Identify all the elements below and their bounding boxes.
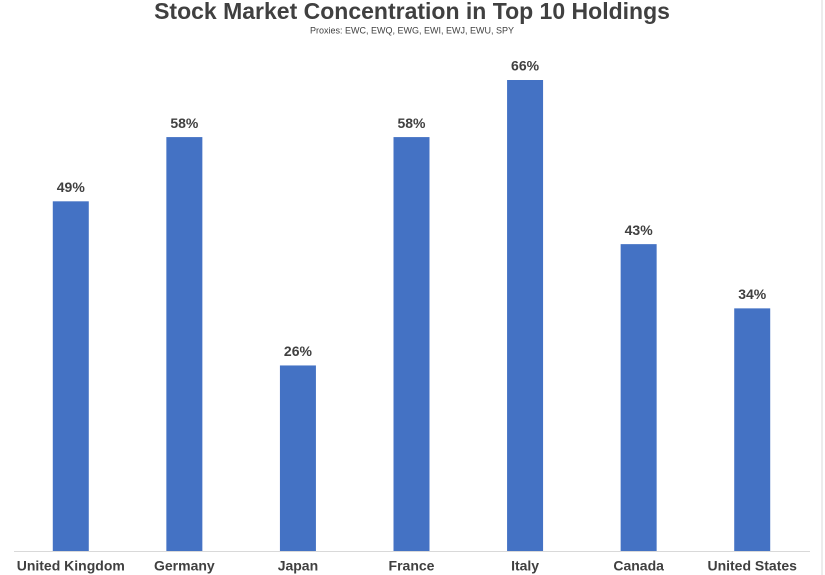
x-tick-label: Japan [278,558,318,574]
chart-subtitle: Proxies: EWC, EWQ, EWG, EWI, EWJ, EWU, S… [310,25,514,35]
value-label: 26% [284,343,313,359]
bar [620,244,657,552]
bar [166,137,203,551]
bar [734,308,771,551]
x-tick-label: Germany [154,558,215,574]
value-label: 43% [625,222,654,238]
bar [279,365,316,551]
x-tick-label: United States [707,558,797,574]
bar [507,80,544,551]
value-label: 58% [170,115,199,131]
value-label: 34% [738,286,767,302]
bar [52,201,89,551]
value-label: 66% [511,58,540,74]
x-tick-label: France [389,558,435,574]
bar [393,137,430,551]
x-tick-label: Italy [511,558,539,574]
x-tick-label: United Kingdom [17,558,125,574]
value-label: 58% [397,115,426,131]
x-tick-label: Canada [613,558,664,574]
chart-title: Stock Market Concentration in Top 10 Hol… [154,0,670,24]
value-label: 49% [57,179,86,195]
